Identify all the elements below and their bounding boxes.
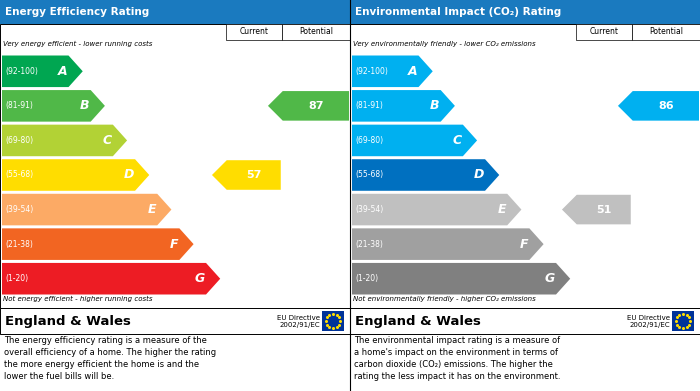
Text: G: G — [545, 272, 555, 285]
Text: D: D — [474, 169, 484, 181]
Text: Environmental Impact (CO₂) Rating: Environmental Impact (CO₂) Rating — [355, 7, 561, 17]
Text: Current: Current — [589, 27, 618, 36]
Text: B: B — [80, 99, 90, 112]
Polygon shape — [2, 90, 105, 122]
Text: (92-100): (92-100) — [355, 67, 388, 76]
Text: (39-54): (39-54) — [5, 205, 34, 214]
Text: F: F — [520, 238, 528, 251]
Text: (81-91): (81-91) — [355, 101, 383, 110]
Text: Current: Current — [239, 27, 268, 36]
Text: Not energy efficient - higher running costs: Not energy efficient - higher running co… — [3, 296, 153, 302]
Text: Very environmentally friendly - lower CO₂ emissions: Very environmentally friendly - lower CO… — [353, 41, 536, 47]
Text: Potential: Potential — [299, 27, 333, 36]
Polygon shape — [2, 56, 83, 87]
Text: England & Wales: England & Wales — [355, 314, 481, 328]
Text: F: F — [170, 238, 178, 251]
Text: (39-54): (39-54) — [355, 205, 384, 214]
Text: (69-80): (69-80) — [355, 136, 383, 145]
Text: E: E — [498, 203, 506, 216]
Text: (69-80): (69-80) — [5, 136, 33, 145]
Polygon shape — [2, 228, 194, 260]
Text: Very energy efficient - lower running costs: Very energy efficient - lower running co… — [3, 41, 153, 47]
Text: Not environmentally friendly - higher CO₂ emissions: Not environmentally friendly - higher CO… — [353, 296, 536, 302]
Bar — [322, 311, 344, 331]
Text: 87: 87 — [308, 101, 323, 111]
Text: The environmental impact rating is a measure of
a home's impact on the environme: The environmental impact rating is a mea… — [354, 336, 561, 382]
Polygon shape — [352, 228, 544, 260]
Text: EU Directive
2002/91/EC: EU Directive 2002/91/EC — [277, 314, 320, 328]
Polygon shape — [352, 125, 477, 156]
Text: B: B — [430, 99, 440, 112]
Polygon shape — [352, 263, 570, 294]
Polygon shape — [352, 159, 499, 191]
Polygon shape — [352, 194, 522, 225]
Bar — [350, 308, 700, 334]
Text: 86: 86 — [658, 101, 673, 111]
Bar — [672, 311, 694, 331]
Text: England & Wales: England & Wales — [5, 314, 131, 328]
Polygon shape — [212, 160, 281, 190]
Polygon shape — [352, 90, 455, 122]
Bar — [350, 24, 700, 308]
Text: E: E — [148, 203, 156, 216]
Polygon shape — [2, 263, 220, 294]
Polygon shape — [2, 194, 172, 225]
Text: 51: 51 — [596, 204, 611, 215]
Text: D: D — [124, 169, 134, 181]
Text: (21-38): (21-38) — [355, 240, 383, 249]
Text: The energy efficiency rating is a measure of the
overall efficiency of a home. T: The energy efficiency rating is a measur… — [4, 336, 216, 382]
Bar — [0, 0, 350, 24]
Text: C: C — [453, 134, 462, 147]
Text: Energy Efficiency Rating: Energy Efficiency Rating — [5, 7, 149, 17]
Text: (55-68): (55-68) — [355, 170, 383, 179]
Text: (92-100): (92-100) — [5, 67, 38, 76]
Bar — [281, 24, 350, 40]
Text: (81-91): (81-91) — [5, 101, 33, 110]
Text: (1-20): (1-20) — [5, 274, 28, 283]
Text: (1-20): (1-20) — [355, 274, 378, 283]
Text: (21-38): (21-38) — [5, 240, 33, 249]
Text: G: G — [195, 272, 205, 285]
Bar — [0, 24, 350, 308]
Text: EU Directive
2002/91/EC: EU Directive 2002/91/EC — [627, 314, 670, 328]
Text: A: A — [408, 65, 417, 78]
Polygon shape — [2, 159, 149, 191]
Polygon shape — [268, 91, 349, 121]
Bar — [0, 308, 350, 334]
Bar — [631, 24, 700, 40]
Polygon shape — [2, 125, 127, 156]
Polygon shape — [618, 91, 699, 121]
Polygon shape — [562, 195, 631, 224]
Text: 57: 57 — [246, 170, 261, 180]
Text: A: A — [58, 65, 67, 78]
Bar — [225, 24, 281, 40]
Text: C: C — [103, 134, 112, 147]
Bar — [350, 0, 700, 24]
Polygon shape — [352, 56, 433, 87]
Text: (55-68): (55-68) — [5, 170, 33, 179]
Bar — [575, 24, 631, 40]
Text: Potential: Potential — [649, 27, 683, 36]
